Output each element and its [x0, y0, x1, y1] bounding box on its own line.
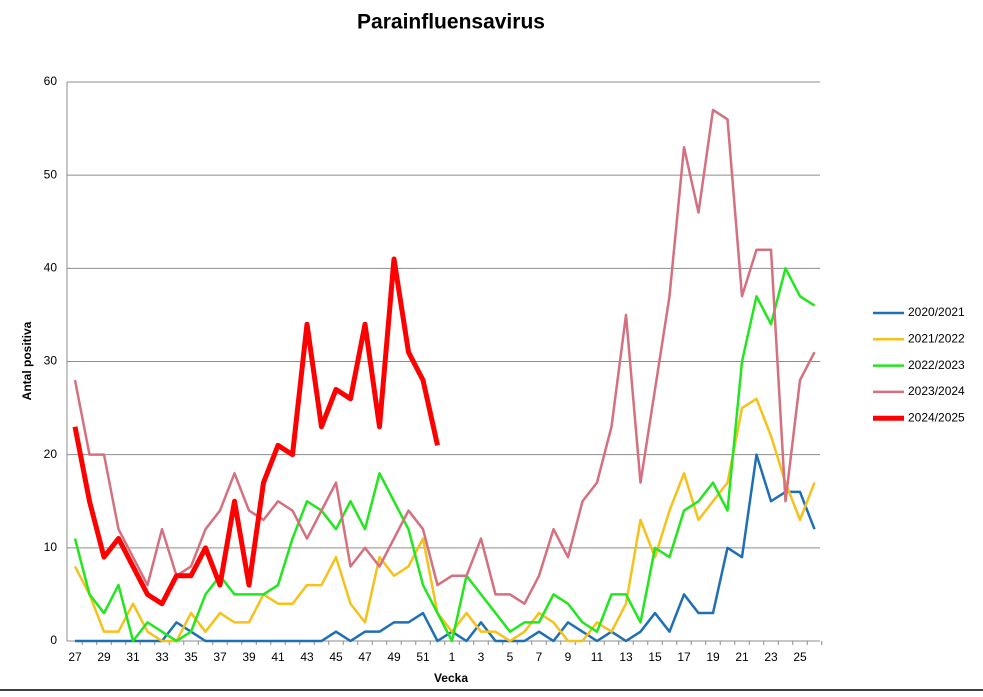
series-line [72, 256, 440, 607]
x-tick-label: 47 [358, 650, 372, 664]
y-tick-label: 20 [44, 447, 58, 461]
x-tick-label: 11 [591, 650, 604, 664]
y-tick-label: 0 [50, 633, 57, 647]
x-tick-label: 35 [184, 650, 198, 664]
y-tick-label: 40 [44, 261, 58, 275]
y-tick-label: 60 [44, 74, 58, 88]
legend-label: 2023/2024 [908, 384, 965, 398]
series-line [73, 397, 816, 643]
x-tick-label: 9 [565, 650, 572, 664]
x-tick-label: 7 [536, 650, 543, 664]
y-tick-label: 50 [44, 167, 58, 181]
legend-label: 2022/2023 [908, 358, 965, 372]
x-tick-label: 13 [619, 650, 633, 664]
x-tick-label: 49 [387, 650, 401, 664]
x-tick-label: 41 [271, 650, 285, 664]
x-tick-label: 37 [213, 650, 227, 664]
x-tick-label: 51 [416, 650, 430, 664]
x-tick-label: 31 [126, 650, 140, 664]
chart-title: Parainfluensavirus [357, 11, 545, 34]
y-tick-label: 10 [44, 540, 58, 554]
x-tick-label: 33 [155, 650, 169, 664]
legend-label: 2020/2021 [908, 305, 965, 319]
x-tick-label: 29 [97, 650, 111, 664]
x-tick-label: 17 [677, 650, 691, 664]
x-axis-label: Vecka [434, 671, 468, 685]
legend-label: 2024/2025 [908, 410, 965, 424]
legend-label: 2021/2022 [908, 331, 965, 345]
x-tick-label: 21 [735, 650, 749, 664]
x-tick-label: 19 [706, 650, 720, 664]
x-tick-label: 23 [764, 650, 778, 664]
y-axis-label: Antal positiva [20, 321, 34, 400]
series-line [73, 267, 816, 643]
x-tick-label: 27 [68, 650, 82, 664]
series-line [75, 453, 816, 643]
series-line [73, 108, 816, 605]
x-tick-label: 45 [329, 650, 343, 664]
x-tick-label: 1 [449, 650, 456, 664]
x-tick-label: 39 [242, 650, 256, 664]
x-tick-label: 15 [648, 650, 662, 664]
x-tick-label: 5 [507, 650, 514, 664]
x-tick-label: 3 [478, 650, 485, 664]
x-tick-label: 25 [793, 650, 807, 664]
x-tick-label: 43 [300, 650, 314, 664]
y-tick-label: 30 [44, 354, 58, 368]
